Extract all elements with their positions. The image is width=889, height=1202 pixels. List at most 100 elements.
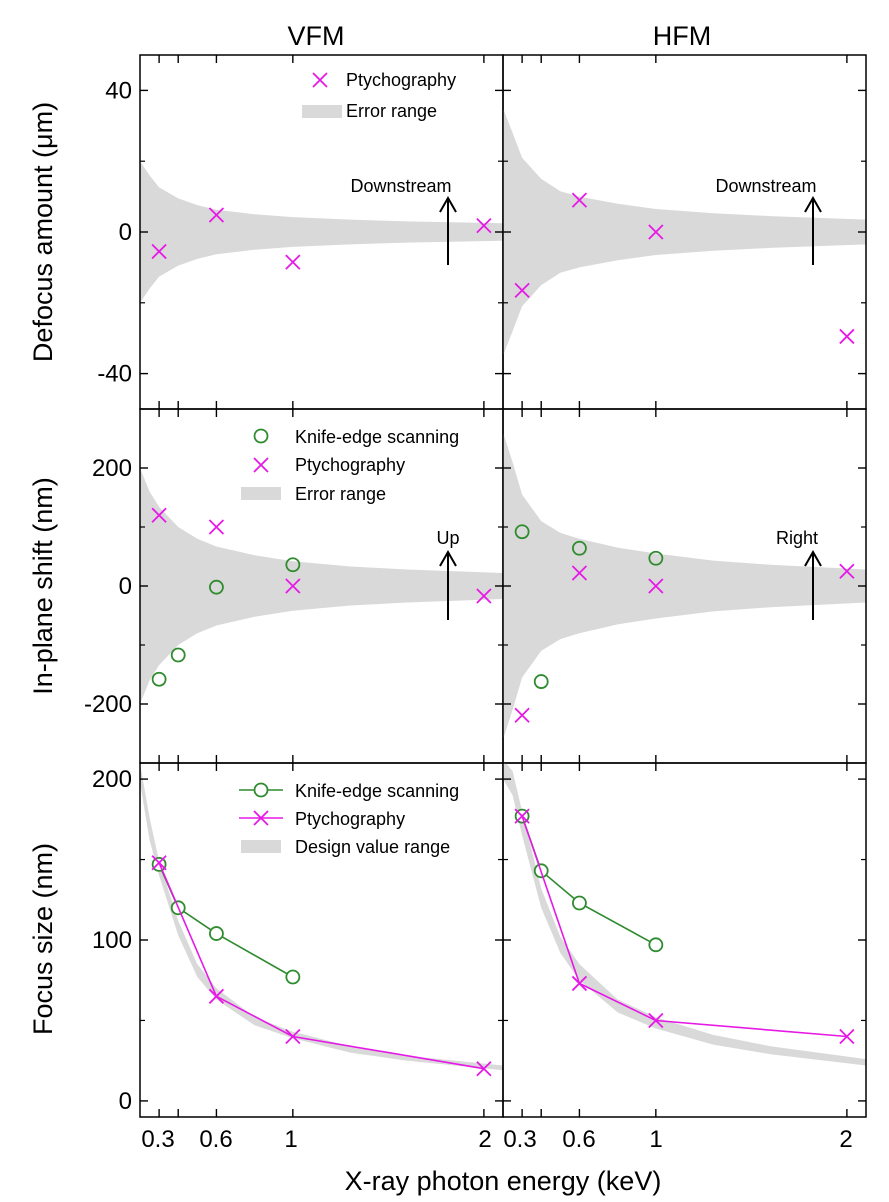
ylabel-defocus: Defocus amount (μm) [28, 102, 58, 362]
point-knife-edge-scanning [170, 647, 186, 663]
panel-vfm_focus: 0 100 200 [92, 762, 504, 1118]
point-knife-edge-scanning [648, 550, 664, 566]
x-axis-title: X-ray photon energy (keV) [345, 1166, 662, 1196]
point-ptychography [208, 988, 225, 1004]
legend-marker-ptychography [253, 810, 269, 826]
point-ptychography [648, 224, 664, 240]
arrow-head [804, 549, 822, 567]
series-line-ptychography [521, 815, 847, 1038]
point-knife-edge-scanning [648, 937, 664, 953]
panel-hfm_shift [502, 408, 867, 764]
ylabel-shift: In-plane shift (nm) [28, 477, 58, 695]
panel-vfm_shift: -200 0 200 [84, 408, 504, 764]
column-title-hfm: HFM [653, 21, 711, 51]
legend-marker-ptychography [312, 72, 328, 88]
arrow-head [439, 195, 457, 213]
series-line-knife-edge-scanning [521, 815, 657, 946]
point-ptychography [285, 254, 301, 270]
point-knife-edge-scanning [209, 926, 224, 941]
legend-marker-ptychography [253, 457, 269, 473]
annotation-label: Downstream [715, 176, 816, 196]
y-tick-label: -200 [84, 691, 132, 718]
band-vfm_shift [140, 468, 503, 704]
x-tick-label-hfm-0.3: 0.3 [503, 1126, 536, 1153]
point-ptychography [571, 192, 588, 208]
band-hfm_focus [503, 763, 866, 1066]
y-tick-label: 0 [119, 219, 132, 246]
point-ptychography [514, 808, 530, 824]
y-tick-label: 40 [105, 77, 132, 104]
legend-label-design-range: Design value range [295, 837, 450, 857]
arrow-head [439, 549, 457, 567]
point-knife-edge-scanning [514, 524, 530, 540]
point-knife-edge-scanning [285, 557, 301, 573]
point-ptychography [476, 588, 492, 604]
point-ptychography [285, 1028, 301, 1045]
annotation-vfm-downstream: Downstream [350, 176, 457, 265]
series-line-knife-edge-scanning [158, 864, 294, 978]
legend-label-ptychography: Ptychography [346, 70, 456, 90]
annotation-vfm-up: Up [436, 528, 460, 620]
point-ptychography [151, 243, 167, 260]
legend-focus: Knife-edge scanning Ptychography Design … [239, 781, 459, 857]
point-knife-edge-scanning [151, 671, 167, 687]
point-knife-edge-scanning [209, 579, 224, 595]
point-ptychography [514, 282, 530, 299]
band-vfm_defocus [140, 161, 503, 303]
point-knife-edge-scanning [285, 969, 301, 985]
panel-hfm_focus [502, 762, 867, 1118]
legend-marker-knife-edge [253, 782, 269, 798]
x-tick-label-vfm-0.6: 0.6 [199, 1126, 232, 1153]
point-knife-edge-scanning [572, 540, 587, 556]
y-tick-label: 0 [119, 573, 132, 600]
legend-label-ptychography: Ptychography [295, 809, 405, 829]
legend-marker-knife-edge [253, 428, 269, 444]
y-tick-label: -40 [97, 361, 132, 388]
x-tick-label-vfm-0.3: 0.3 [141, 1126, 174, 1153]
band-hfm_defocus [503, 108, 866, 356]
point-ptychography [208, 519, 225, 535]
y-tick-label: 100 [92, 927, 132, 954]
point-knife-edge-scanning [572, 895, 587, 911]
legend-label-knife-edge: Knife-edge scanning [295, 781, 459, 801]
x-tick-label-vfm-1: 1 [284, 1126, 297, 1153]
legend-label-error-range: Error range [346, 101, 437, 121]
legend-swatch-design-range [241, 840, 281, 853]
point-ptychography [285, 578, 301, 594]
y-tick-label: 200 [92, 766, 132, 793]
legend-label-knife-edge: Knife-edge scanning [295, 427, 459, 447]
point-knife-edge-scanning [533, 674, 549, 689]
annotation-hfm-downstream: Downstream [715, 176, 822, 265]
point-ptychography [151, 507, 167, 523]
legend-label-error-range: Error range [295, 484, 386, 504]
x-tick-label-hfm-1: 1 [649, 1126, 662, 1153]
annotation-label: Right [776, 528, 818, 548]
legend-swatch-error-range [302, 105, 342, 118]
annotation-label: Downstream [350, 176, 451, 196]
panel-vfm_defocus: -40 0 40 [97, 54, 504, 410]
x-tick-label-vfm-2: 2 [478, 1126, 491, 1153]
point-ptychography [476, 1061, 492, 1077]
x-tick-label-hfm-2: 2 [839, 1126, 852, 1153]
point-ptychography [514, 707, 530, 723]
point-ptychography [476, 217, 492, 234]
series-line-ptychography [158, 862, 485, 1070]
legend-shift: Knife-edge scanning Ptychography Error r… [241, 427, 459, 504]
x-tick-label-hfm-0.6: 0.6 [562, 1126, 595, 1153]
point-ptychography [208, 207, 225, 223]
point-ptychography [571, 565, 588, 581]
point-ptychography [648, 578, 664, 594]
panel-hfm_defocus [502, 54, 867, 410]
point-ptychography [839, 563, 855, 579]
y-tick-label: 0 [119, 1088, 132, 1115]
legend-label-ptychography: Ptychography [295, 455, 405, 475]
point-ptychography [151, 855, 167, 871]
point-ptychography [839, 328, 855, 345]
ylabel-focus: Focus size (nm) [28, 843, 58, 1035]
y-tick-label: 200 [92, 455, 132, 482]
column-title-vfm: VFM [288, 21, 345, 51]
arrow-head [804, 195, 822, 213]
annotation-hfm-right: Right [776, 528, 822, 620]
band-hfm_shift [503, 432, 866, 740]
